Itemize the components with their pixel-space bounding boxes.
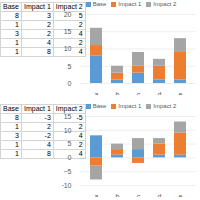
- svg-text:5: 5: [68, 62, 72, 69]
- html-text:8: 8: [46, 48, 51, 55]
- html-text:Impact 1: Impact 1: [118, 1, 142, 7]
- html-text:4: 4: [46, 141, 51, 148]
- svg-text:d: d: [158, 91, 162, 95]
- html-text:1: 1: [15, 123, 19, 130]
- html-text:Impact 1: Impact 1: [24, 3, 51, 10]
- html-text:-5: -5: [76, 114, 83, 121]
- svg-text:b: b: [116, 91, 120, 95]
- svg-text:15: 15: [64, 28, 72, 35]
- svg-text:20: 20: [64, 11, 72, 18]
- html-text:-3: -3: [44, 114, 51, 121]
- svg-text:d: d: [158, 193, 162, 197]
- html-text:Impact 2: Impact 2: [55, 105, 83, 112]
- html-text:1: 1: [15, 48, 19, 55]
- svg-text:−10: −10: [62, 182, 72, 189]
- html-text:8: 8: [15, 12, 19, 19]
- html-text:3: 3: [15, 30, 19, 37]
- svg-text:0: 0: [68, 80, 72, 87]
- html-text:Base: Base: [3, 105, 19, 112]
- html-text:4: 4: [78, 48, 83, 55]
- svg-text:e: e: [179, 193, 183, 197]
- svg-text:e: e: [179, 91, 183, 95]
- html-text:1: 1: [15, 150, 19, 157]
- html-text:3: 3: [46, 12, 51, 19]
- svg-text:15: 15: [64, 113, 72, 120]
- html-text:Base: Base: [92, 1, 107, 7]
- html-text:2: 2: [78, 39, 83, 46]
- html-text:4: 4: [78, 30, 83, 37]
- html-text:Impact 2: Impact 2: [55, 3, 83, 10]
- html-text:2: 2: [46, 123, 51, 130]
- html-text:2: 2: [78, 21, 83, 28]
- html-text:Base: Base: [3, 3, 19, 10]
- html-text:Impact 2: Impact 2: [153, 103, 177, 109]
- html-text:8: 8: [46, 150, 51, 157]
- svg-text:b: b: [116, 193, 120, 197]
- svg-text:0: 0: [68, 154, 72, 161]
- svg-text:10: 10: [64, 127, 72, 134]
- html-text:2: 2: [46, 30, 51, 37]
- html-text:Impact 1: Impact 1: [24, 105, 51, 112]
- html-text:2: 2: [78, 123, 83, 130]
- svg-text:5: 5: [68, 140, 72, 147]
- html-text:Impact 1: Impact 1: [118, 103, 142, 109]
- html-text:3: 3: [15, 132, 19, 139]
- html-text:1: 1: [15, 39, 19, 46]
- html-text:8: 8: [15, 114, 19, 121]
- html-text:4: 4: [78, 132, 83, 139]
- html-text:4: 4: [78, 150, 83, 157]
- html-text:2: 2: [46, 21, 51, 28]
- svg-text:a: a: [95, 193, 99, 197]
- html-text:1: 1: [15, 141, 19, 148]
- html-text:5: 5: [78, 12, 83, 19]
- html-text:-2: -2: [44, 132, 51, 139]
- html-text:2: 2: [78, 141, 83, 148]
- svg-text:−5: −5: [64, 168, 72, 175]
- html-text:Impact 2: Impact 2: [153, 1, 177, 7]
- svg-text:10: 10: [64, 45, 72, 52]
- html-text:4: 4: [46, 39, 51, 46]
- svg-text:c: c: [137, 91, 141, 95]
- svg-text:c: c: [137, 193, 141, 197]
- svg-text:a: a: [95, 91, 99, 95]
- html-text:1: 1: [15, 21, 19, 28]
- html-text:Base: Base: [92, 103, 107, 109]
